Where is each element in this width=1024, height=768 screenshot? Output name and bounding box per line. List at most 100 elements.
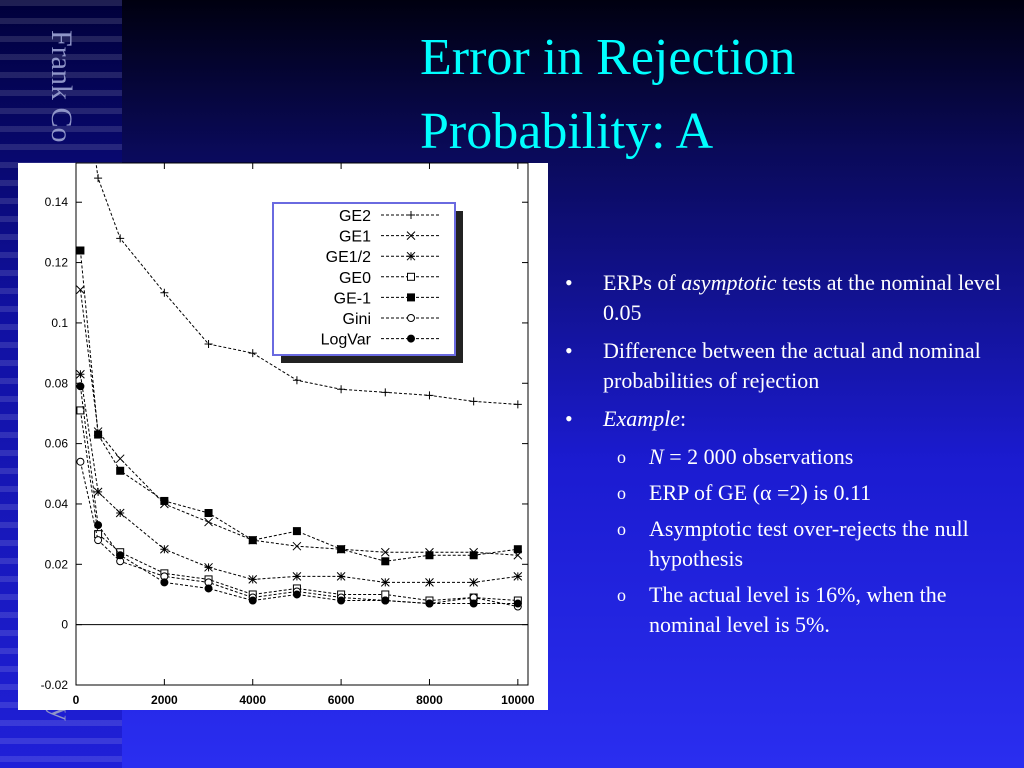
bullet-text: : [679,406,687,431]
marker [425,551,434,560]
y-tick-label: -0.02 [41,678,69,692]
marker [336,572,346,581]
y-tick-label: 0.1 [51,316,68,330]
marker [292,527,301,536]
y-tick-label: 0.02 [45,557,69,571]
y-tick-label: 0.12 [45,256,69,270]
legend-marker [407,211,415,219]
x-tick-label: 0 [73,693,80,707]
x-tick-label: 8000 [416,693,443,707]
bullet: Difference between the actual and nomina… [565,336,1015,396]
marker [160,544,169,554]
marker [292,590,301,599]
marker [248,575,258,584]
marker [115,454,125,464]
marker [292,541,302,551]
marker [292,376,301,385]
bullet-text: Asymptotic test over-rejects the null hy… [649,516,969,571]
marker [381,388,390,397]
marker [204,517,213,527]
marker [76,406,85,415]
legend-label: GE1/2 [326,249,371,266]
legend-label: GE-1 [334,290,371,307]
marker [94,174,103,183]
y-tick-label: 0.06 [45,437,69,451]
marker [94,536,103,545]
marker [115,508,125,518]
marker [248,349,257,358]
marker [513,599,522,608]
marker [116,551,125,560]
marker [469,599,478,608]
marker [425,599,434,608]
slide-title: Error in Rejection [420,29,795,86]
x-tick-label: 2000 [151,693,178,707]
legend-marker [407,272,415,281]
series-line [79,410,518,602]
x-tick-label: 10000 [501,693,535,707]
x-tick-label: 6000 [328,693,355,707]
bullet-text: ERP of GE (α =2) is 0.11 [649,480,872,505]
marker [93,487,103,497]
marker [425,578,434,587]
legend-marker [407,334,415,343]
marker [76,457,85,466]
marker [94,430,103,439]
marker [248,596,257,605]
marker [337,545,346,554]
series-line [95,163,518,405]
marker [381,557,390,566]
marker [204,562,213,572]
bullet-text: = 2 000 observations [663,444,854,469]
side-text: Frank Co [45,30,78,143]
bullet-text: Difference between the actual and nomina… [603,338,981,393]
y-tick-label: 0.14 [45,195,69,209]
legend-marker [407,293,415,302]
marker [76,246,85,255]
series-line [79,250,518,562]
legend-marker [406,231,416,240]
bullet: N = 2 000 observations [565,442,1015,472]
bullet: ERPs of asymptotic tests at the nominal … [565,268,1015,328]
bullet-text: tests at the nominal level 0.05 [603,270,1001,325]
marker [337,385,346,394]
marker [204,509,213,518]
legend-label: GE1 [339,229,371,246]
legend-label: GE0 [339,270,371,287]
marker [248,536,257,545]
series-line [79,374,518,583]
plot-frame [75,162,529,686]
marker [380,547,390,557]
bullet: ERP of GE (α =2) is 0.11 [565,478,1015,508]
bullet-text: The actual level is 16%, when the nomina… [649,582,947,637]
marker [469,551,478,560]
plot-area [76,163,523,611]
bullet: Example: [565,404,1015,434]
series-line [79,386,518,605]
legend-marker [407,314,415,322]
marker [425,391,434,400]
marker [76,382,85,391]
bullet-text: Example [603,406,680,431]
legend [272,202,456,356]
marker [160,578,169,587]
marker [337,596,346,605]
marker [513,400,522,409]
marker [160,496,169,505]
marker [469,397,478,406]
marker [76,369,85,379]
slide-title: Probability: A [420,103,714,160]
bullet-text: ERPs of [603,270,682,295]
bullet-text: N [649,444,664,469]
marker [513,545,522,554]
marker [204,340,213,349]
y-tick-label: 0.08 [45,376,69,390]
marker [116,466,125,475]
marker [381,596,390,605]
marker [116,234,125,243]
bullet: Asymptotic test over-rejects the null hy… [565,514,1015,574]
bullet-text: asymptotic [681,270,777,295]
marker [469,578,479,587]
marker [513,572,523,581]
